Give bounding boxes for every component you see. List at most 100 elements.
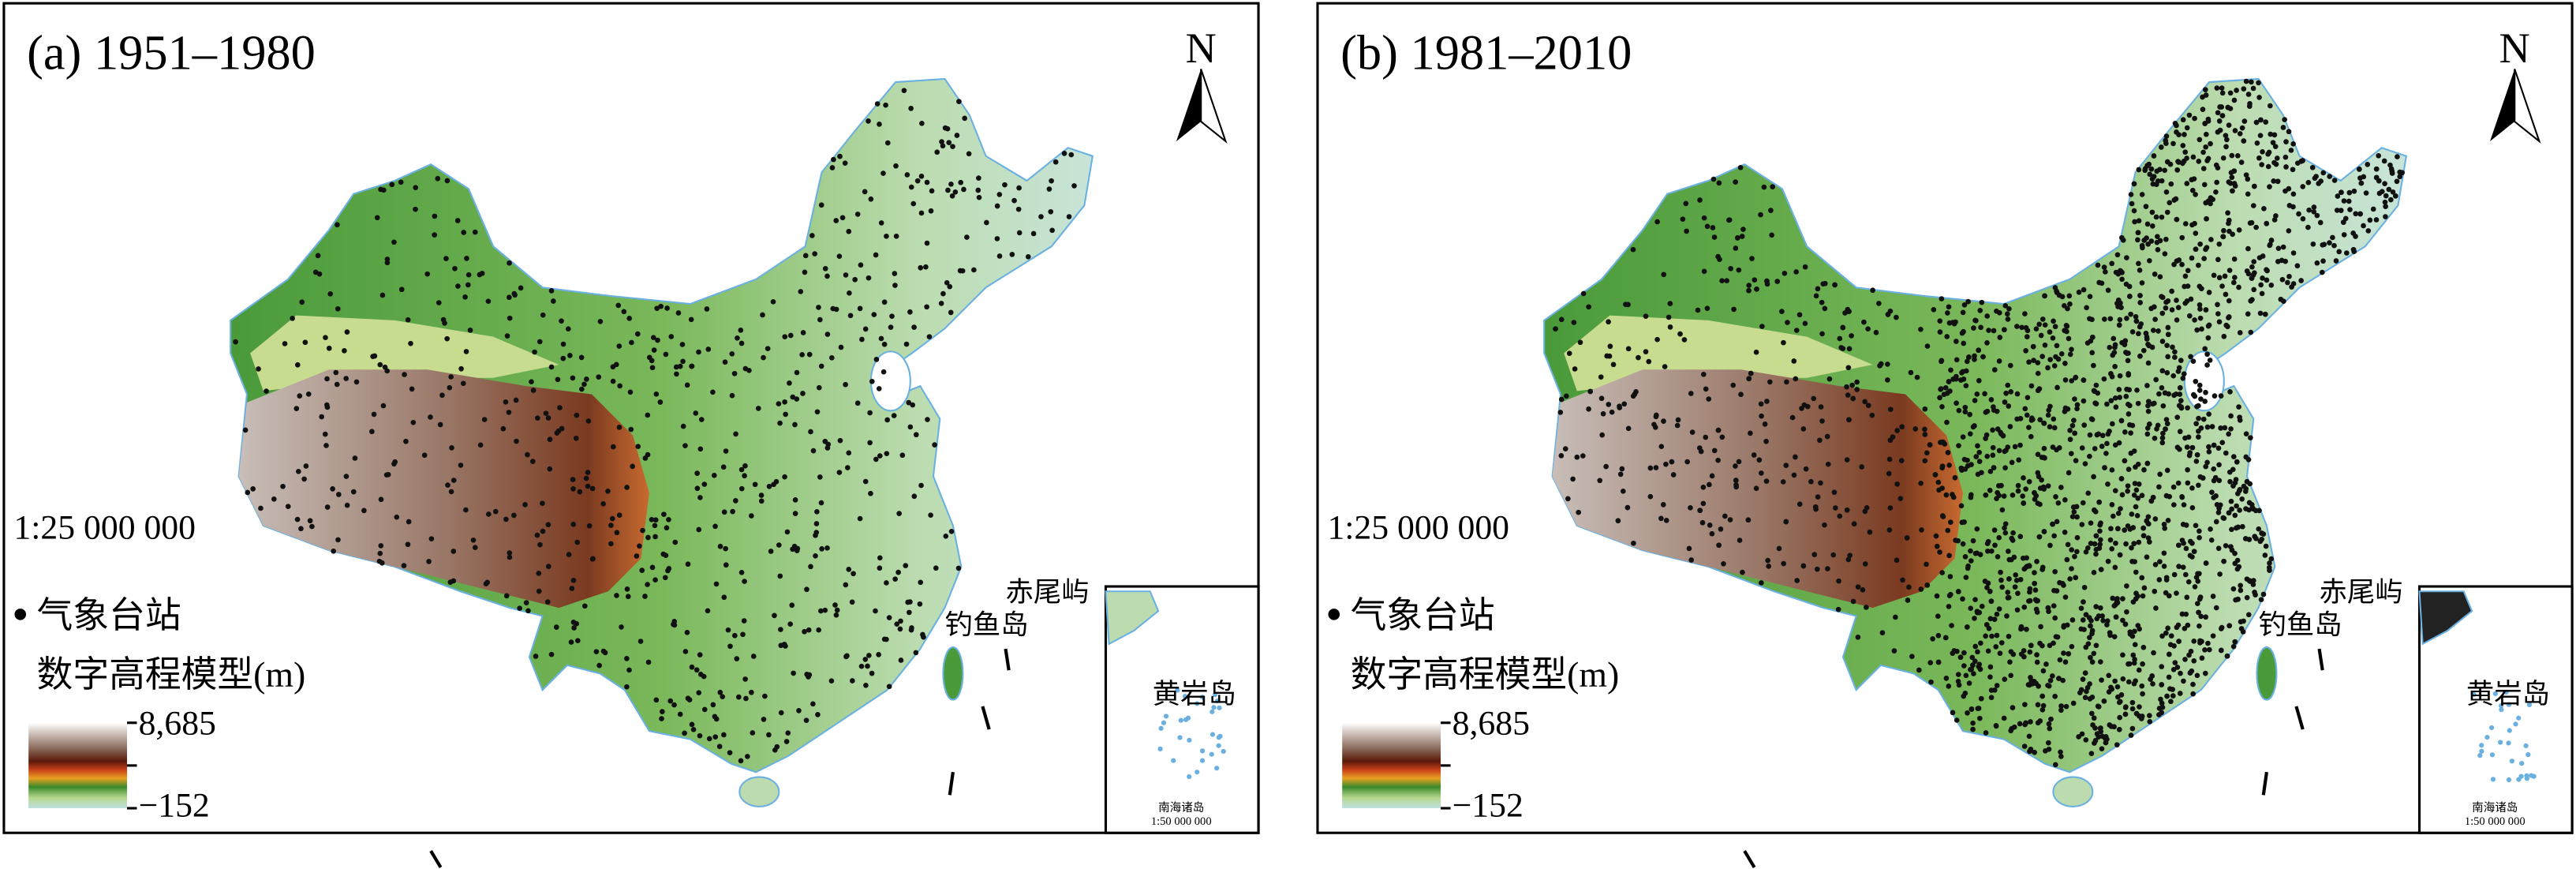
station [701,481,708,487]
station [2236,284,2241,290]
station [2259,530,2265,536]
station [1984,340,1990,346]
station [1751,452,1757,458]
station [2023,324,2029,331]
station [1558,317,1565,323]
station [1968,706,1975,712]
station [1765,557,1770,564]
station [938,301,944,306]
station [1845,392,1851,398]
station [2223,133,2229,139]
station [1680,216,1686,222]
station [2319,269,2325,275]
station [2040,702,2047,709]
station [2163,137,2169,144]
station [1688,504,1693,511]
station [2097,725,2103,732]
station [1994,611,2000,617]
station [2083,549,2089,555]
station [467,328,473,333]
station [2072,430,2077,436]
station [2144,336,2150,342]
station [2093,401,2099,406]
station [1553,326,1558,332]
station [2215,257,2221,263]
station [837,437,843,444]
station [2367,217,2373,223]
station [2267,560,2272,566]
station [1943,492,1950,498]
station [2240,523,2245,530]
station [2220,515,2226,521]
station [2038,332,2044,339]
station [1961,693,1967,699]
station [377,361,383,368]
station [2069,422,2076,429]
station [1946,379,1952,384]
station [507,294,512,301]
station [1962,409,1968,415]
station [2087,635,2092,641]
station [2226,122,2232,128]
station [2030,343,2036,350]
station [615,302,622,309]
inset-island [2479,748,2484,754]
station [559,318,564,324]
station [2231,181,2238,186]
station [2278,296,2284,302]
station [639,567,645,573]
station [910,200,917,207]
station [2109,686,2115,692]
station [1989,633,1995,639]
station [918,579,924,586]
station [1998,569,2003,575]
station [2163,575,2170,581]
station [2185,466,2190,473]
station [1733,478,1739,483]
station [1699,519,1706,526]
station [2137,704,2142,710]
station [1748,430,1753,436]
station [2101,698,2107,704]
station [1825,461,1831,467]
station [834,607,840,613]
station [1924,343,1931,349]
station [2183,611,2189,617]
station [2218,393,2224,399]
station [2208,195,2214,200]
station [529,459,536,464]
station [2286,129,2292,135]
inset-island [2499,706,2504,713]
station [1995,554,2001,560]
station [1794,578,1800,583]
station [2192,115,2197,122]
station [908,106,914,111]
station [2273,213,2279,219]
station [2290,250,2297,256]
station [2179,261,2185,268]
station [2007,362,2013,369]
station [863,682,869,688]
station [405,317,411,323]
plateau [238,369,649,609]
station [2216,478,2223,484]
station [2132,559,2137,564]
station [2039,354,2045,359]
station [1969,654,1976,661]
station [2129,422,2136,429]
station [2194,451,2200,458]
station [722,359,728,365]
station [2007,659,2013,665]
station [1865,326,1871,332]
station [1934,593,1940,599]
station [794,548,800,553]
station [2159,339,2166,344]
station [2113,601,2118,608]
station [2115,526,2121,532]
station [2135,495,2141,501]
station [2383,214,2388,219]
station [628,426,634,433]
station [2233,477,2239,482]
inset-coast [1105,590,1160,646]
station [2120,676,2126,682]
